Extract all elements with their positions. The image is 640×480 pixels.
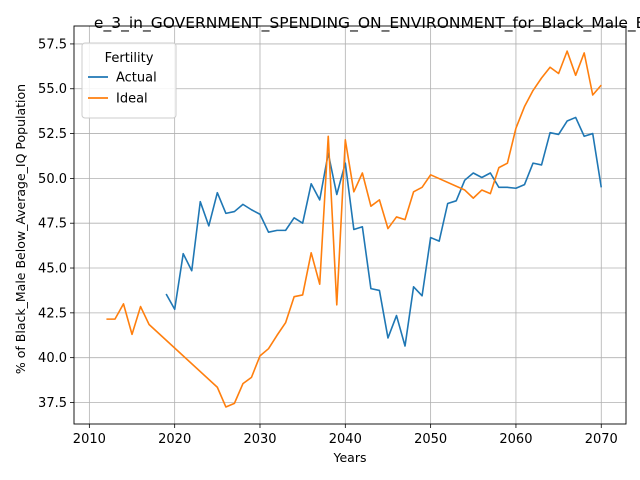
legend-label-actual: Actual — [116, 71, 157, 86]
legend: Fertility Actual Ideal — [81, 42, 177, 119]
x-axis-title: Years — [333, 450, 367, 465]
grid — [74, 26, 626, 424]
y-tick-label-42.5: 42.5 — [38, 306, 67, 321]
y-tick-label-47.5: 47.5 — [38, 217, 67, 232]
legend-label-ideal: Ideal — [116, 92, 148, 107]
series-line-actual — [165, 116, 603, 347]
legend-title: Fertility — [105, 51, 154, 66]
y-tick-label-55.0: 55.0 — [38, 82, 67, 97]
y-tick-label-57.5: 57.5 — [38, 37, 67, 52]
x-tick-label-2050: 2050 — [414, 432, 447, 447]
y-tick-label-50.0: 50.0 — [38, 172, 67, 187]
x-tick-label-2020: 2020 — [158, 432, 191, 447]
y-tick-label-45.0: 45.0 — [38, 262, 67, 277]
y-tick-label-52.5: 52.5 — [38, 127, 67, 142]
x-tick-label-2070: 2070 — [585, 432, 618, 447]
plot-frame — [73, 25, 627, 425]
x-tick-label-2060: 2060 — [499, 432, 532, 447]
y-axis-title: % of Black_Male Below_Average_IQ Populat… — [13, 84, 28, 374]
x-axis-ticks: 2010 2020 2030 2040 2050 2060 2070 — [73, 424, 618, 447]
series-lines — [106, 50, 603, 408]
chart-title: e_3_in_GOVERNMENT_SPENDING_ON_ENVIRONMEN… — [94, 14, 640, 33]
legend-box — [81, 42, 177, 119]
y-tick-label-37.5: 37.5 — [38, 396, 67, 411]
y-axis-ticks: 37.5 40.0 42.5 45.0 47.5 50.0 52.5 55.0 57.5 — [38, 37, 74, 411]
x-tick-label-2040: 2040 — [329, 432, 362, 447]
x-tick-label-2010: 2010 — [73, 432, 106, 447]
y-tick-label-40.0: 40.0 — [38, 351, 67, 366]
series-line-ideal — [106, 50, 602, 408]
x-tick-label-2030: 2030 — [243, 432, 276, 447]
